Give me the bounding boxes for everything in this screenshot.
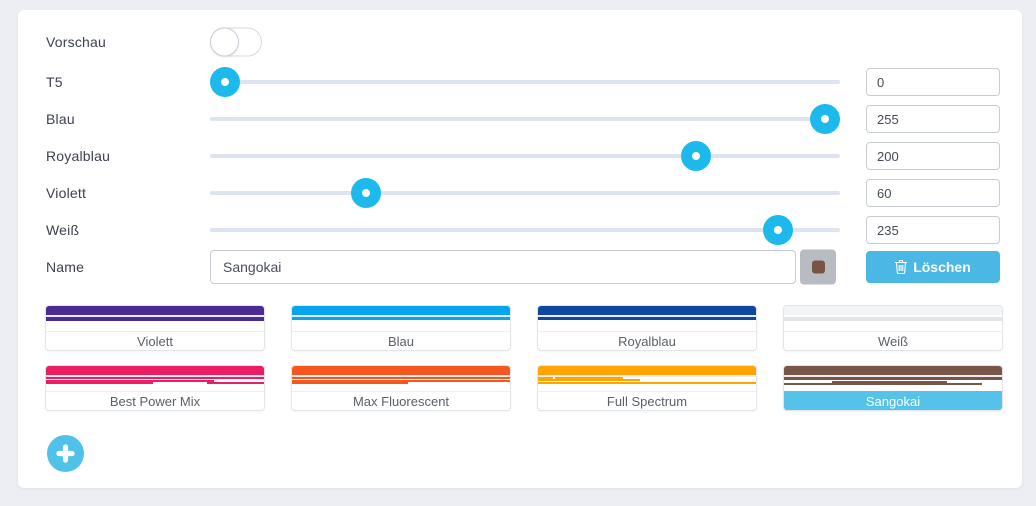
slider-handle-dot-icon [362,189,371,197]
name-input[interactable] [210,250,796,284]
color-swatch-icon [811,260,825,274]
channel-label: Blau [46,111,75,127]
slider-handle-dot-icon [821,115,829,123]
channel-slider[interactable] [210,138,840,174]
preset-label: Blau [292,331,510,350]
channel-row-weiss: Weiß [18,212,1022,248]
preset-label: Sangokai [784,391,1002,410]
slider-handle-dot-icon [221,78,229,86]
preset-label: Best Power Mix [46,391,264,410]
preset-stripes [538,306,756,331]
slider-handle-dot-icon [691,152,700,160]
preset-stripes [784,366,1002,391]
preset-stripes [784,306,1002,331]
channel-row-violett: Violett [18,175,1022,211]
channel-row-t5: T5 [18,64,1022,100]
preview-toggle[interactable] [210,27,262,57]
add-preset-button[interactable] [47,435,84,472]
preset-card-blau[interactable]: Blau [291,305,511,351]
delete-button-label: Löschen [913,259,971,275]
toggle-knob-icon[interactable] [210,27,239,57]
channel-slider[interactable] [210,101,840,137]
preset-stripes [46,306,264,331]
channel-label: Weiß [46,222,80,238]
channel-value-input[interactable] [866,142,1000,170]
channel-row-royalblau: Royalblau [18,138,1022,174]
slider-handle[interactable] [762,215,793,245]
delete-button[interactable]: Löschen [866,251,1000,283]
preset-card-weiss[interactable]: Weiß [783,305,1003,351]
preset-stripes [46,366,264,391]
preview-label: Vorschau [46,34,106,50]
preset-label: Violett [46,331,264,350]
preset-card-best-power-mix[interactable]: Best Power Mix [45,365,265,411]
channel-value-input[interactable] [866,105,1000,133]
slider-handle[interactable] [351,178,382,208]
slider-track[interactable] [210,117,840,121]
slider-handle[interactable] [680,141,711,171]
preset-card-royalblau[interactable]: Royalblau [537,305,757,351]
preset-stripes [292,366,510,391]
trash-icon [895,260,908,274]
slider-track[interactable] [210,154,840,158]
preset-row-2: Best Power Mix Max Fluorescent Full Spec… [45,365,1003,411]
preset-stripes [538,366,756,391]
channel-slider[interactable] [210,212,840,248]
plus-icon [56,444,75,463]
channel-row-blau: Blau [18,101,1022,137]
preset-card-full-spectrum[interactable]: Full Spectrum [537,365,757,411]
color-swatch-button[interactable] [800,249,836,285]
slider-track[interactable] [210,228,840,232]
channel-label: T5 [46,74,63,90]
slider-track[interactable] [210,191,840,195]
slider-handle-dot-icon [773,226,782,234]
channel-label: Royalblau [46,148,111,164]
channel-slider[interactable] [210,64,840,100]
channel-value-input[interactable] [866,68,1000,96]
settings-panel: Vorschau T5 Blau Royalblau Violett [18,10,1022,488]
slider-track[interactable] [210,80,840,84]
preset-card-sangokai[interactable]: Sangokai [783,365,1003,411]
channel-value-input[interactable] [866,216,1000,244]
preview-row: Vorschau [18,24,1022,60]
channel-label: Violett [46,185,87,201]
channel-value-input[interactable] [866,179,1000,207]
preset-label: Full Spectrum [538,391,756,410]
preset-label: Royalblau [538,331,756,350]
name-label: Name [46,259,85,275]
preset-row-1: Violett Blau Royalblau Weiß [45,305,1003,351]
preset-stripes [292,306,510,331]
preset-card-max-fluorescent[interactable]: Max Fluorescent [291,365,511,411]
slider-handle[interactable] [810,104,840,134]
preset-label: Weiß [784,331,1002,350]
preset-card-violett[interactable]: Violett [45,305,265,351]
name-row: Name Löschen [18,249,1022,285]
channel-slider[interactable] [210,175,840,211]
preset-label: Max Fluorescent [292,391,510,410]
slider-handle[interactable] [210,67,240,97]
